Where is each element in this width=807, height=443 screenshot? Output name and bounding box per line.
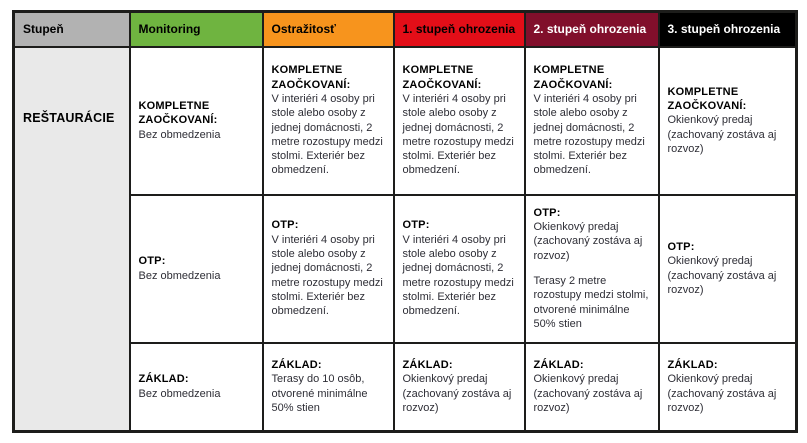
cell-heading: ZÁKLAD: — [402, 359, 453, 372]
cell-monitoring-kompletne: KOMPLETNE ZAOČKOVANÍ: Bez obmedzenia — [128, 45, 264, 196]
cell-text: Okienkový predaj (zachovaný zostáva aj r… — [533, 373, 643, 415]
cell-heading: KOMPLETNE ZAOČKOVANÍ: — [533, 64, 613, 91]
cell-heading: KOMPLETNE ZAOČKOVANÍ: — [271, 64, 351, 91]
cell-text: V interiéri 4 osoby pri stole alebo osob… — [533, 92, 645, 177]
cell-text: Okienkový predaj (zachovaný zostáva aj r… — [533, 221, 643, 262]
cell-stupen3-kompletne: KOMPLETNE ZAOČKOVANÍ: Okienkový predaj (… — [657, 45, 798, 196]
cell-text: Okienkový predaj (zachovaný zostáva aj r… — [402, 373, 512, 415]
column-header-stupen-2: 2. stupeň ohrozenia — [523, 10, 660, 48]
column-header-ostrazitost: Ostražitosť — [261, 10, 395, 48]
cell-stupen2-kompletne: KOMPLETNE ZAOČKOVANÍ: V interiéri 4 osob… — [523, 45, 660, 196]
cell-text: V interiéri 4 osoby pri stole alebo osob… — [402, 233, 514, 318]
cell-heading: ZÁKLAD: — [138, 373, 189, 386]
column-header-stupen-3: 3. stupeň ohrozenia — [657, 10, 798, 48]
cell-stupen2-zaklad: ZÁKLAD: Okienkový predaj (zachovaný zost… — [523, 341, 660, 433]
cell-heading: OTP: — [271, 219, 299, 232]
cell-text: Okienkový predaj (zachovaný zostáva aj r… — [667, 114, 777, 155]
cell-heading: ZÁKLAD: — [533, 359, 584, 372]
column-header-stupen: Stupeň — [12, 10, 131, 48]
cell-heading: OTP: — [138, 255, 166, 268]
row-zaklad: ZÁKLAD: Bez obmedzenia ZÁKLAD: Terasy do… — [14, 341, 798, 433]
cell-monitoring-zaklad: ZÁKLAD: Bez obmedzenia — [128, 341, 264, 433]
cell-monitoring-otp: OTP: Bez obmedzenia — [128, 193, 264, 344]
cell-text: V interiéri 4 osoby pri stole alebo osob… — [271, 233, 383, 318]
column-header-stupen-1: 1. stupeň ohrozenia — [392, 10, 526, 48]
cell-text: Okienkový predaj (zachovaný zostáva aj r… — [667, 255, 777, 296]
cell-text: Bez obmedzenia — [138, 269, 221, 282]
cell-stupen1-otp: OTP: V interiéri 4 osoby pri stole alebo… — [392, 193, 526, 344]
covid-automat-restaurants-table: Stupeň Monitoring Ostražitosť 1. stupeň … — [12, 10, 798, 433]
table-header-row: Stupeň Monitoring Ostražitosť 1. stupeň … — [12, 10, 798, 48]
cell-text: Bez obmedzenia — [138, 387, 221, 400]
row-header-restauracie: REŠTAURÁCIE — [12, 45, 131, 433]
cell-stupen3-otp: OTP: Okienkový predaj (zachovaný zostáva… — [657, 193, 798, 344]
cell-heading: OTP: — [402, 219, 430, 232]
cell-heading: OTP: — [667, 240, 695, 253]
cell-heading: KOMPLETNE ZAOČKOVANÍ: — [402, 64, 482, 91]
cell-stupen2-otp: OTP: Okienkový predaj (zachovaný zostáva… — [523, 193, 660, 344]
cell-heading: KOMPLETNE ZAOČKOVANÍ: — [667, 85, 747, 113]
cell-text: Okienkový predaj (zachovaný zostáva aj r… — [667, 373, 777, 415]
cell-text: V interiéri 4 osoby pri stole alebo osob… — [271, 92, 383, 177]
cell-ostrazitost-kompletne: KOMPLETNE ZAOČKOVANÍ: V interiéri 4 osob… — [261, 45, 395, 196]
cell-text: V interiéri 4 osoby pri stole alebo osob… — [402, 92, 514, 177]
cell-heading: ZÁKLAD: — [271, 359, 322, 372]
cell-ostrazitost-otp: OTP: V interiéri 4 osoby pri stole alebo… — [261, 193, 395, 344]
cell-heading: KOMPLETNE ZAOČKOVANÍ: — [138, 100, 218, 127]
column-header-monitoring: Monitoring — [128, 10, 264, 48]
cell-text: Terasy do 10 osôb, otvorené minimálne 50… — [271, 373, 368, 415]
cell-stupen1-zaklad: ZÁKLAD: Okienkový predaj (zachovaný zost… — [392, 341, 526, 433]
row-otp: OTP: Bez obmedzenia OTP: V interiéri 4 o… — [14, 193, 798, 344]
cell-heading: ZÁKLAD: — [667, 359, 718, 372]
cell-text: Terasy 2 metre rozostupy medzi stolmi, o… — [533, 275, 649, 330]
cell-stupen1-kompletne: KOMPLETNE ZAOČKOVANÍ: V interiéri 4 osob… — [392, 45, 526, 196]
row-kompletne-zaockovani: REŠTAURÁCIE KOMPLETNE ZAOČKOVANÍ: Bez ob… — [12, 45, 798, 433]
cell-text: Bez obmedzenia — [138, 128, 221, 141]
cell-ostrazitost-zaklad: ZÁKLAD: Terasy do 10 osôb, otvorené mini… — [261, 341, 395, 433]
cell-stupen3-zaklad: ZÁKLAD: Okienkový predaj (zachovaný zost… — [657, 341, 798, 433]
cell-heading: OTP: — [533, 206, 561, 219]
